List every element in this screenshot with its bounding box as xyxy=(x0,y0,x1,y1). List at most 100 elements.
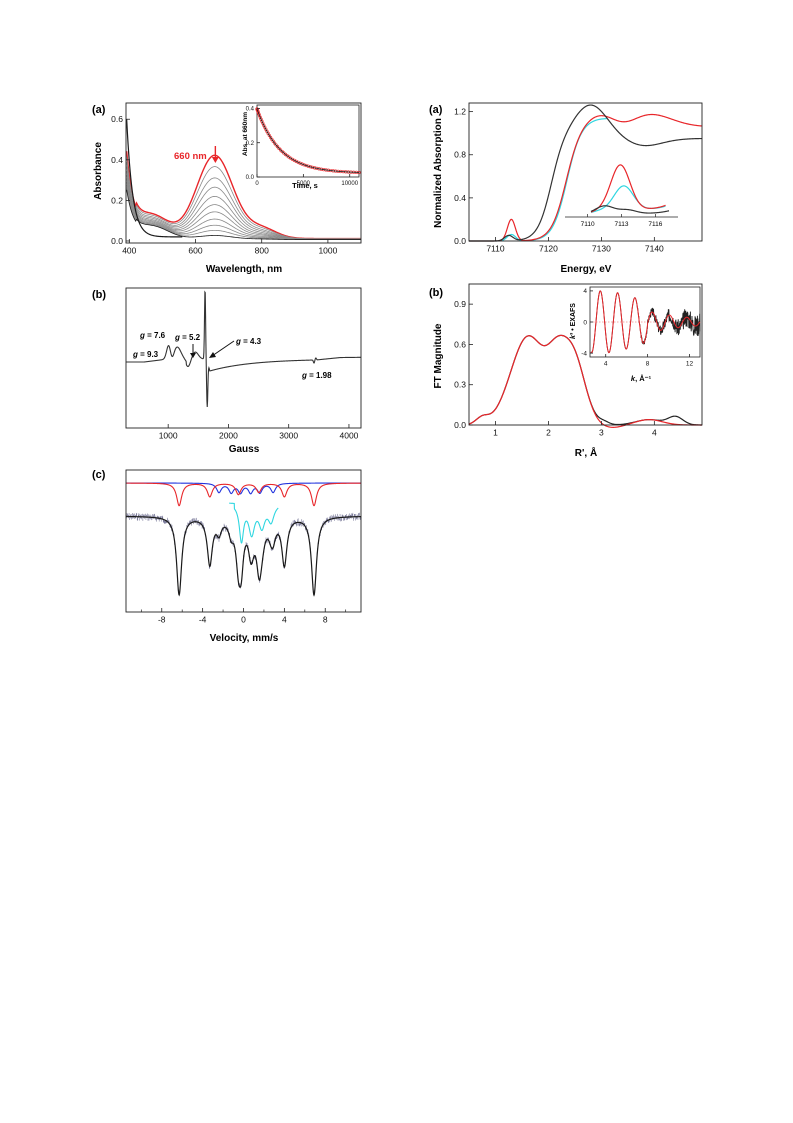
xanes-panel-label: (a) xyxy=(429,104,443,116)
epr-arrow-g43 xyxy=(211,340,235,357)
exafs-inset-ytick-label: 0 xyxy=(583,319,587,326)
epr-xtick-label: 3000 xyxy=(279,431,298,441)
epr-spectrum xyxy=(126,290,362,407)
epr-plot-area: 1000 2000 3000 4000 xyxy=(125,287,362,441)
xanes-xtick-label: 7110 xyxy=(486,244,505,254)
exafs-ytick-label: 0.3 xyxy=(454,380,466,390)
uv-xlabel: Wavelength, nm xyxy=(206,264,282,275)
xanes-ytick-label: 0.4 xyxy=(454,193,466,203)
epr-arrowhead-g43 xyxy=(209,352,216,358)
xanes-xtick-label: 7140 xyxy=(645,244,664,254)
epr-xtick-label: 2000 xyxy=(219,431,238,441)
uv-ytick-label: 0.6 xyxy=(111,114,123,124)
exafs-ytick-label: 0.9 xyxy=(454,299,466,309)
xanes-black-series xyxy=(469,104,703,242)
mossbauer-xtick-label: 4 xyxy=(282,615,287,625)
uv-inset-point xyxy=(258,115,262,120)
xanes-ylabel: Normalized Absorption xyxy=(433,118,444,228)
epr-xtick-label: 1000 xyxy=(159,431,178,441)
xanes-xlabel: Energy, eV xyxy=(561,264,612,275)
uv-inset-xtick-label: 0 xyxy=(255,181,259,187)
uv-panel: (a) 400 600 800 1000 0.0 0.2 0.4 0.6 660 nm 0 50… xyxy=(92,102,362,275)
mossbauer-panel-label: (c) xyxy=(92,469,106,481)
epr-xlabel: Gauss xyxy=(229,444,260,455)
mossbauer-plot-area: -8 -4 0 4 8 xyxy=(125,469,362,625)
epr-panel-label: (b) xyxy=(92,289,106,301)
exafs-ytick-label: 0.6 xyxy=(454,339,466,349)
exafs-xtick-label: 2 xyxy=(546,428,551,438)
exafs-inset-plot: 4 8 12 -4 0 4 xyxy=(581,286,701,368)
uv-peak-annotation: 660 nm xyxy=(174,151,207,162)
xanes-ytick-label: 1.2 xyxy=(454,107,466,117)
uv-plot-area: 400 600 800 1000 0.0 0.2 0.4 0.6 xyxy=(111,102,362,256)
exafs-ylabel: FT Magnitude xyxy=(433,323,444,388)
exafs-xlabel: R', Å xyxy=(575,446,597,459)
uv-inset-point xyxy=(257,112,261,116)
exafs-inset-ylabel: k³ • EXAFS xyxy=(570,303,577,339)
uv-inset-point xyxy=(304,163,308,168)
exafs-panel: (b) 1 2 3 40.00.30.60.9 4 8 12-404 k, Å⁻¹ k³ … xyxy=(429,283,703,459)
uv-xtick-label: 1000 xyxy=(318,246,337,256)
mossbauer-xlabel: Velocity, mm/s xyxy=(210,633,279,644)
exafs-frame xyxy=(468,283,703,426)
xanes-inset-tick-label: 7116 xyxy=(648,221,662,228)
uv-series-black xyxy=(126,119,183,238)
xanes-xtick-label: 7120 xyxy=(539,244,558,254)
xanes-ytick-label: 0.8 xyxy=(454,150,466,160)
mossbauer-xtick-label: -4 xyxy=(199,615,207,625)
xanes-inset-black xyxy=(590,205,670,214)
xanes-inset-red xyxy=(590,164,666,213)
uv-inset-xtick-label: 5000 xyxy=(297,181,311,187)
exafs-xtick-label: 4 xyxy=(652,428,657,438)
exafs-plot-area: 1 2 3 4 0.0 0.3 0.6 0.9 xyxy=(454,283,703,438)
uv-series-gray xyxy=(126,189,361,240)
exafs-inset-xtick-label: 12 xyxy=(686,361,694,368)
exafs-inset-xlabel: k, Å⁻¹ xyxy=(631,374,652,383)
mossbauer-xtick-label: 0 xyxy=(241,615,246,625)
uv-inset-point xyxy=(257,114,262,118)
epr-frame xyxy=(125,287,362,429)
uv-inset-fit xyxy=(256,108,360,173)
uv-inset-ytick-label: 0.4 xyxy=(246,107,255,113)
xanes-inset-tick-label: 7113 xyxy=(615,221,629,228)
mossbauer-red-component xyxy=(126,482,362,507)
exafs-xtick-label: 3 xyxy=(599,428,604,438)
exafs-inset-ytick-label: 4 xyxy=(583,288,587,295)
epr-xtick-label: 4000 xyxy=(339,431,358,441)
mossbauer-panel: (c) -8 -4 0 4 8 Velocity, mm/s xyxy=(92,469,362,644)
uv-inset-point xyxy=(300,162,304,166)
uv-xtick-label: 400 xyxy=(122,246,136,256)
xanes-inset-plot: 7110 7113 7116 xyxy=(565,164,678,228)
mossbauer-blue-component xyxy=(126,482,361,495)
uv-ytick-label: 0.2 xyxy=(111,195,123,205)
epr-annotation-g76: g = 7.6 xyxy=(139,331,166,340)
uv-inset-xlabel: Time, s xyxy=(292,181,318,190)
uv-frame xyxy=(125,102,362,244)
uv-inset-point xyxy=(256,110,260,115)
uv-inset-xtick-label: 10000 xyxy=(341,181,358,187)
epr-panel: (b) 1000 2000 3000 4000 g = 9.3 g = 7.6 g =… xyxy=(92,287,362,455)
exafs-inset-red xyxy=(590,290,701,354)
uv-inset-ylabel: Abs. at 660nm xyxy=(242,112,249,156)
xanes-plot-area: 7110 7120 7130 7140 0.0 0.4 0.8 1.2 xyxy=(454,102,703,254)
mossbauer-cyan-component xyxy=(229,502,279,544)
exafs-red-series xyxy=(468,334,702,428)
uv-inset-point xyxy=(302,163,306,167)
epr-annotation-g52: g = 5.2 xyxy=(174,333,201,342)
mossbauer-xtick-label: -8 xyxy=(158,615,166,625)
xanes-ytick-label: 0.0 xyxy=(454,236,466,246)
exafs-ytick-label: 0.0 xyxy=(454,420,466,430)
exafs-inset-xtick-label: 4 xyxy=(604,361,608,368)
uv-ytick-label: 0.4 xyxy=(111,155,123,165)
uv-xtick-label: 800 xyxy=(255,246,269,256)
mossbauer-total-fit xyxy=(125,515,361,597)
uv-inset-ytick-label: 0.0 xyxy=(246,175,255,181)
uv-arrow-head xyxy=(211,157,219,163)
uv-ytick-label: 0.0 xyxy=(111,236,123,246)
epr-arrowhead-g52 xyxy=(190,353,196,358)
mossbauer-xtick-label: 8 xyxy=(323,615,328,625)
uv-panel-label: (a) xyxy=(92,104,106,116)
xanes-inset-tick-label: 7110 xyxy=(581,221,595,228)
